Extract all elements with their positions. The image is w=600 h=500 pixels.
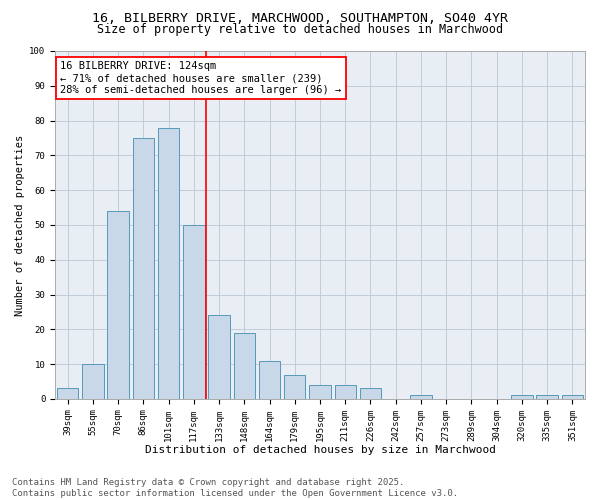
Text: Size of property relative to detached houses in Marchwood: Size of property relative to detached ho… [97,22,503,36]
Bar [233,333,255,399]
Bar [335,385,356,399]
Bar [562,396,583,399]
Bar [410,396,431,399]
Bar [511,396,533,399]
Bar [82,364,104,399]
Bar [360,388,381,399]
Bar [284,374,305,399]
Bar [107,211,129,399]
Bar [208,316,230,399]
Bar [259,360,280,399]
Bar [536,396,558,399]
X-axis label: Distribution of detached houses by size in Marchwood: Distribution of detached houses by size … [145,445,496,455]
Text: 16 BILBERRY DRIVE: 124sqm
← 71% of detached houses are smaller (239)
28% of semi: 16 BILBERRY DRIVE: 124sqm ← 71% of detac… [61,62,341,94]
Text: Contains HM Land Registry data © Crown copyright and database right 2025.
Contai: Contains HM Land Registry data © Crown c… [12,478,458,498]
Y-axis label: Number of detached properties: Number of detached properties [15,134,25,316]
Bar [57,388,79,399]
Bar [158,128,179,399]
Bar [133,138,154,399]
Bar [309,385,331,399]
Bar [183,225,205,399]
Text: 16, BILBERRY DRIVE, MARCHWOOD, SOUTHAMPTON, SO40 4YR: 16, BILBERRY DRIVE, MARCHWOOD, SOUTHAMPT… [92,12,508,26]
